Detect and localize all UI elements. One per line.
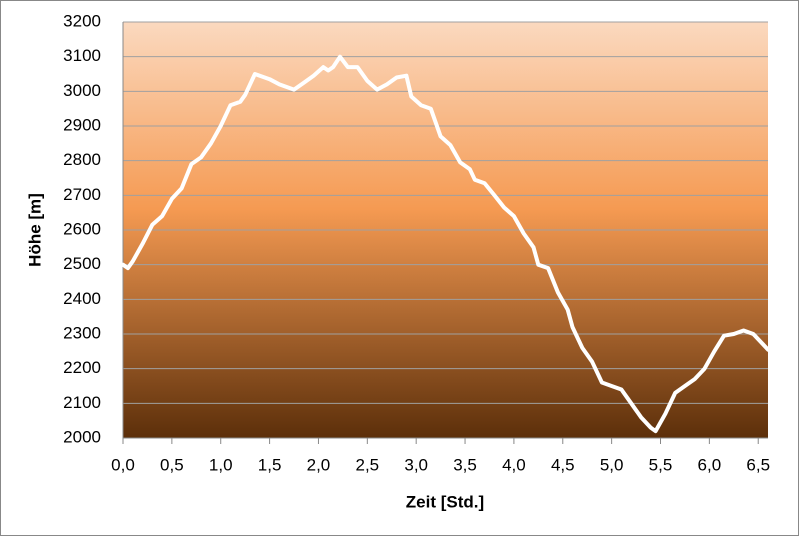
x-tick-label: 6,5 — [746, 455, 770, 474]
data-line — [121, 54, 770, 434]
y-tick-label: 2500 — [63, 254, 101, 273]
y-tick-label: 2300 — [63, 323, 101, 342]
x-tick-label: 6,0 — [698, 455, 722, 474]
y-tick-label: 2200 — [63, 358, 101, 377]
x-tick-label: 2,0 — [307, 455, 331, 474]
y-axis-label: Höhe [m] — [25, 193, 44, 267]
y-tick-label: 3200 — [63, 11, 101, 30]
y-tick-label: 2000 — [63, 427, 101, 446]
y-tick-label: 2400 — [63, 289, 101, 308]
x-tick-label: 2,5 — [355, 455, 379, 474]
x-tick-label: 4,5 — [551, 455, 575, 474]
x-tick-label: 5,0 — [600, 455, 624, 474]
x-tick-label: 4,0 — [502, 455, 526, 474]
x-tick-label: 0,0 — [111, 455, 135, 474]
y-tick-label: 2700 — [63, 185, 101, 204]
y-tick-label: 3000 — [63, 81, 101, 100]
y-tick-label: 3100 — [63, 46, 101, 65]
x-tick-label: 0,5 — [160, 455, 184, 474]
x-tick-label: 3,0 — [404, 455, 428, 474]
y-tick-label: 2900 — [63, 115, 101, 134]
y-tick-label: 2600 — [63, 219, 101, 238]
x-axis-label: Zeit [Std.] — [406, 492, 484, 511]
y-tick-label: 2800 — [63, 150, 101, 169]
x-tick-label: 5,5 — [649, 455, 673, 474]
x-tick-label: 1,5 — [258, 455, 282, 474]
x-tick-label: 1,0 — [209, 455, 233, 474]
y-tick-label: 2100 — [63, 393, 101, 412]
x-tick-label: 3,5 — [453, 455, 477, 474]
